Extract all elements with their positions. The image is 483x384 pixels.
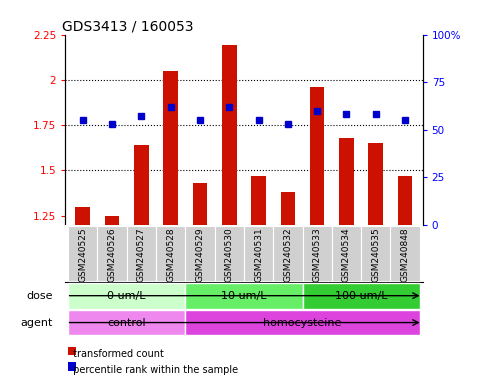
Bar [398,176,412,225]
Bar [185,310,420,336]
Text: GSM240535: GSM240535 [371,227,380,282]
Text: GSM240529: GSM240529 [196,227,204,282]
FancyBboxPatch shape [390,226,420,281]
Bar [281,192,295,225]
Text: 0 um/L: 0 um/L [108,291,146,301]
Bar [310,87,325,225]
Text: agent: agent [21,318,53,328]
Text: GSM240531: GSM240531 [254,227,263,282]
FancyBboxPatch shape [244,226,273,281]
FancyBboxPatch shape [185,226,214,281]
Text: GSM240848: GSM240848 [400,227,410,282]
FancyBboxPatch shape [68,226,98,281]
Bar [251,176,266,225]
Text: GSM240533: GSM240533 [313,227,322,282]
Text: GSM240525: GSM240525 [78,227,87,282]
Text: 100 um/L: 100 um/L [335,291,387,301]
Bar [302,283,420,309]
FancyBboxPatch shape [302,226,332,281]
FancyBboxPatch shape [156,226,185,281]
Bar [105,215,119,225]
Bar [185,283,302,309]
FancyBboxPatch shape [214,226,244,281]
Text: GSM240530: GSM240530 [225,227,234,282]
Text: GSM240528: GSM240528 [166,227,175,282]
Text: GSM240534: GSM240534 [342,227,351,282]
Text: GSM240532: GSM240532 [284,227,292,282]
Text: GSM240527: GSM240527 [137,227,146,282]
Text: control: control [107,318,146,328]
Bar [369,143,383,225]
Bar [193,183,207,225]
Text: 10 um/L: 10 um/L [221,291,267,301]
Bar [68,283,185,309]
Bar [134,145,149,225]
Text: transformed count: transformed count [70,349,164,359]
Bar [163,71,178,225]
Text: percentile rank within the sample: percentile rank within the sample [70,365,238,375]
Text: dose: dose [27,291,53,301]
Bar [222,45,237,225]
Text: GDS3413 / 160053: GDS3413 / 160053 [62,20,193,33]
FancyBboxPatch shape [273,226,302,281]
Bar [75,207,90,225]
Bar [68,310,185,336]
Text: homocysteine: homocysteine [263,318,341,328]
FancyBboxPatch shape [127,226,156,281]
Bar [339,138,354,225]
FancyBboxPatch shape [361,226,390,281]
Text: GSM240526: GSM240526 [108,227,116,282]
FancyBboxPatch shape [332,226,361,281]
FancyBboxPatch shape [98,226,127,281]
